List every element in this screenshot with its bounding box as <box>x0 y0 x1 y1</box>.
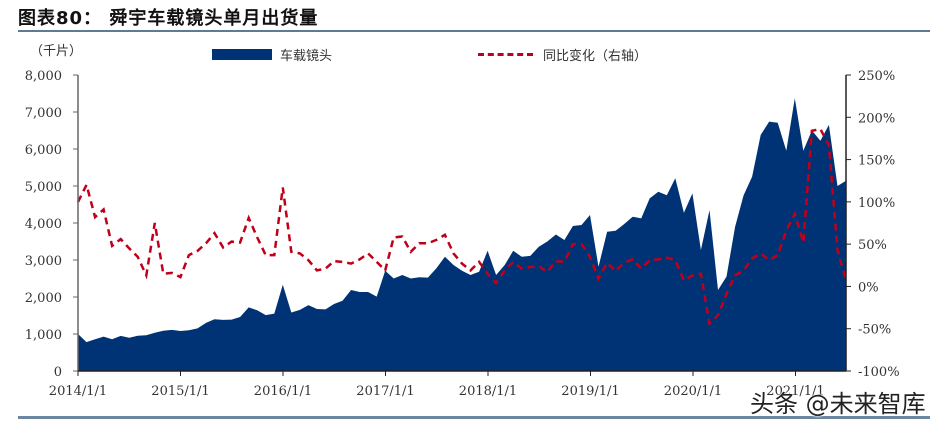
right-tick-label: -100% <box>858 365 900 380</box>
x-tick-label: 2014/1/1 <box>49 384 107 399</box>
left-tick-label: 0 <box>54 365 62 380</box>
area-swatch-icon <box>212 49 272 60</box>
right-tick-label: 150% <box>858 154 895 169</box>
watermark: 头条 @未来智库 <box>750 390 926 418</box>
right-tick-label: 0% <box>858 280 879 295</box>
legend-item-area: 车载镜头 <box>212 45 332 64</box>
legend-label-area: 车载镜头 <box>280 49 333 64</box>
right-tick-label: 200% <box>858 111 895 126</box>
x-tick-label: 2020/1/1 <box>664 384 722 399</box>
x-tick-label: 2015/1/1 <box>151 384 209 399</box>
left-tick-label: 4,000 <box>25 217 62 232</box>
left-tick-label: 1,000 <box>25 328 62 343</box>
right-tick-label: 50% <box>858 238 887 253</box>
right-tick-label: 100% <box>858 196 895 211</box>
left-tick-label: 5,000 <box>25 180 62 195</box>
x-tick-label: 2021/1/1 <box>766 384 824 399</box>
legend-item-line: 同比变化（右轴） <box>478 45 647 64</box>
bottom-divider <box>18 416 930 419</box>
left-axis-unit: （千片） <box>30 44 83 59</box>
dashed-line-swatch-icon <box>478 53 533 56</box>
x-tick-label: 2017/1/1 <box>356 384 414 399</box>
left-tick-label: 2,000 <box>25 291 62 306</box>
title-divider <box>18 30 930 32</box>
legend-label-line: 同比变化（右轴） <box>543 49 648 64</box>
right-tick-label: 250% <box>858 69 895 84</box>
left-tick-label: 3,000 <box>25 254 62 269</box>
right-tick-label: -50% <box>858 323 891 338</box>
x-tick-label: 2016/1/1 <box>254 384 312 399</box>
chart-title: 图表80： 舜宇车载镜头单月出货量 <box>18 8 319 29</box>
line-series-yoy <box>76 127 848 327</box>
x-tick-label: 2018/1/1 <box>459 384 517 399</box>
x-tick-label: 2019/1/1 <box>561 384 619 399</box>
area-series-shipments <box>78 98 846 372</box>
left-tick-label: 6,000 <box>25 143 62 158</box>
left-tick-label: 7,000 <box>25 106 62 121</box>
left-tick-label: 8,000 <box>25 69 62 84</box>
